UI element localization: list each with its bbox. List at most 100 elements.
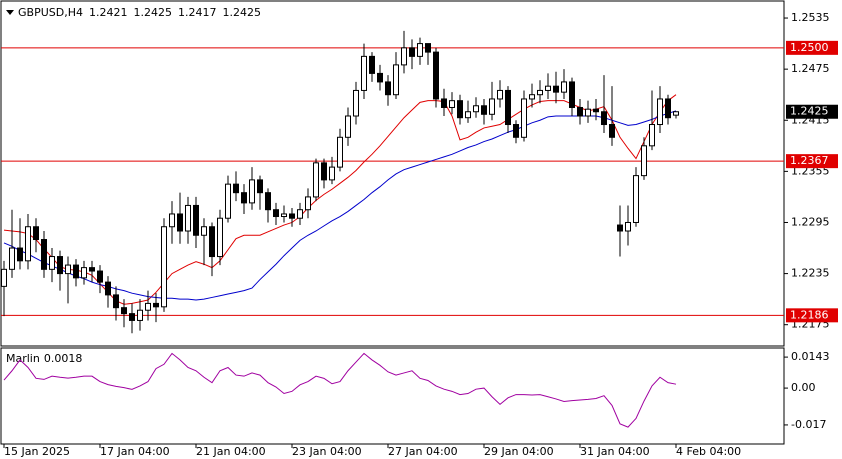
candle-body [161, 226, 167, 308]
candle-body [153, 302, 159, 308]
candle-body [433, 51, 439, 100]
candle-body [361, 55, 367, 91]
candle-body [129, 313, 135, 321]
candle-body [233, 183, 239, 194]
menu-triangle [6, 10, 14, 15]
level-label: 1.2500 [790, 41, 829, 54]
candle-body [313, 162, 319, 198]
candle-body [329, 166, 335, 181]
candle-body [217, 217, 223, 258]
candle-body [457, 100, 463, 119]
candle-body [649, 124, 655, 147]
candle-body [489, 98, 495, 115]
candle-body [225, 183, 231, 219]
last-price-label: 1.2425 [790, 105, 829, 118]
candle-body [305, 196, 311, 211]
x-tick-label: 4 Feb 04:00 [676, 445, 741, 458]
candle-body [529, 94, 535, 100]
candle-body [25, 226, 31, 262]
candle-body [57, 256, 63, 275]
candle-body [553, 85, 559, 93]
candle-body [241, 192, 247, 204]
candle-body [481, 105, 487, 115]
candle-body [257, 179, 263, 194]
ohlc-value: 1.2417 [178, 6, 217, 19]
indicator-name: Marlin [6, 352, 40, 365]
candle-body [265, 192, 271, 211]
candle-body [617, 224, 623, 232]
candle-body [9, 247, 15, 270]
candle-body [137, 309, 143, 321]
y-tick-label: 0.00 [791, 381, 816, 394]
candle-body [369, 55, 375, 74]
y-tick-label: 0.0143 [791, 350, 830, 363]
y-tick-label: 1.2295 [791, 215, 830, 228]
ohlc-value: 1.2425 [133, 6, 172, 19]
candle-body [193, 204, 199, 236]
candle-body [249, 179, 255, 204]
candle-body [17, 247, 23, 262]
candle-body [73, 264, 79, 279]
candle-body [297, 209, 303, 219]
candle-body [209, 226, 215, 258]
candle-body [673, 111, 679, 116]
candle-body [569, 81, 575, 108]
chart-title: GBPUSD,H4 1.2421 1.2425 1.2417 1.2425 [18, 6, 261, 19]
candle-body [177, 213, 183, 232]
candle-body [633, 175, 639, 223]
candle-body [561, 81, 567, 93]
candle-body [81, 267, 87, 279]
candle-body [521, 98, 527, 138]
candle-body [385, 81, 391, 96]
candle-body [113, 294, 119, 309]
candle-body [273, 209, 279, 218]
level-label-box [786, 308, 838, 323]
x-tick-label: 15 Jan 2025 [4, 445, 70, 458]
candle-body [401, 47, 407, 66]
candle-body [409, 47, 415, 57]
candle-body [321, 162, 327, 181]
indicator-panel [0, 347, 785, 445]
level-label-box [786, 154, 838, 169]
candle-body [465, 111, 471, 119]
x-tick-label: 27 Jan 04:00 [388, 445, 458, 458]
symbol: GBPUSD,H4 [18, 6, 83, 19]
level-label: 1.2367 [790, 154, 829, 167]
candle-body [1, 268, 7, 287]
candle-body [665, 98, 671, 119]
candle-body [609, 124, 615, 138]
candle-body [281, 213, 287, 218]
candle-body [497, 89, 503, 100]
candle-body [201, 226, 207, 236]
x-tick-label: 23 Jan 04:00 [292, 445, 362, 458]
level-label-box [786, 40, 838, 55]
ohlc-value: 1.2421 [89, 6, 128, 19]
candle-body [169, 213, 175, 228]
candle-body [89, 267, 95, 272]
y-tick-label: 1.2475 [791, 62, 830, 75]
x-tick-label: 29 Jan 04:00 [484, 445, 554, 458]
y-tick-label: -0.017 [791, 418, 826, 431]
candle-body [345, 115, 351, 138]
candle-body [121, 307, 127, 315]
candle-body [377, 72, 383, 83]
ohlc-value: 1.2425 [222, 6, 261, 19]
candle-body [513, 124, 519, 138]
candle-body [657, 98, 663, 126]
candle-body [185, 204, 191, 232]
candle-body [593, 108, 599, 113]
candle-body [441, 98, 447, 108]
candle-body [585, 108, 591, 117]
indicator-value: 0.0018 [44, 352, 83, 365]
candle-body [505, 89, 511, 126]
candle-body [545, 85, 551, 91]
x-tick-label: 21 Jan 04:00 [196, 445, 266, 458]
indicator-title: Marlin 0.0018 [6, 352, 82, 365]
x-tick-label: 31 Jan 04:00 [580, 445, 650, 458]
candle-body [97, 270, 103, 283]
candle-body [473, 105, 479, 113]
candle-body [49, 256, 55, 270]
candle-body [425, 43, 431, 53]
